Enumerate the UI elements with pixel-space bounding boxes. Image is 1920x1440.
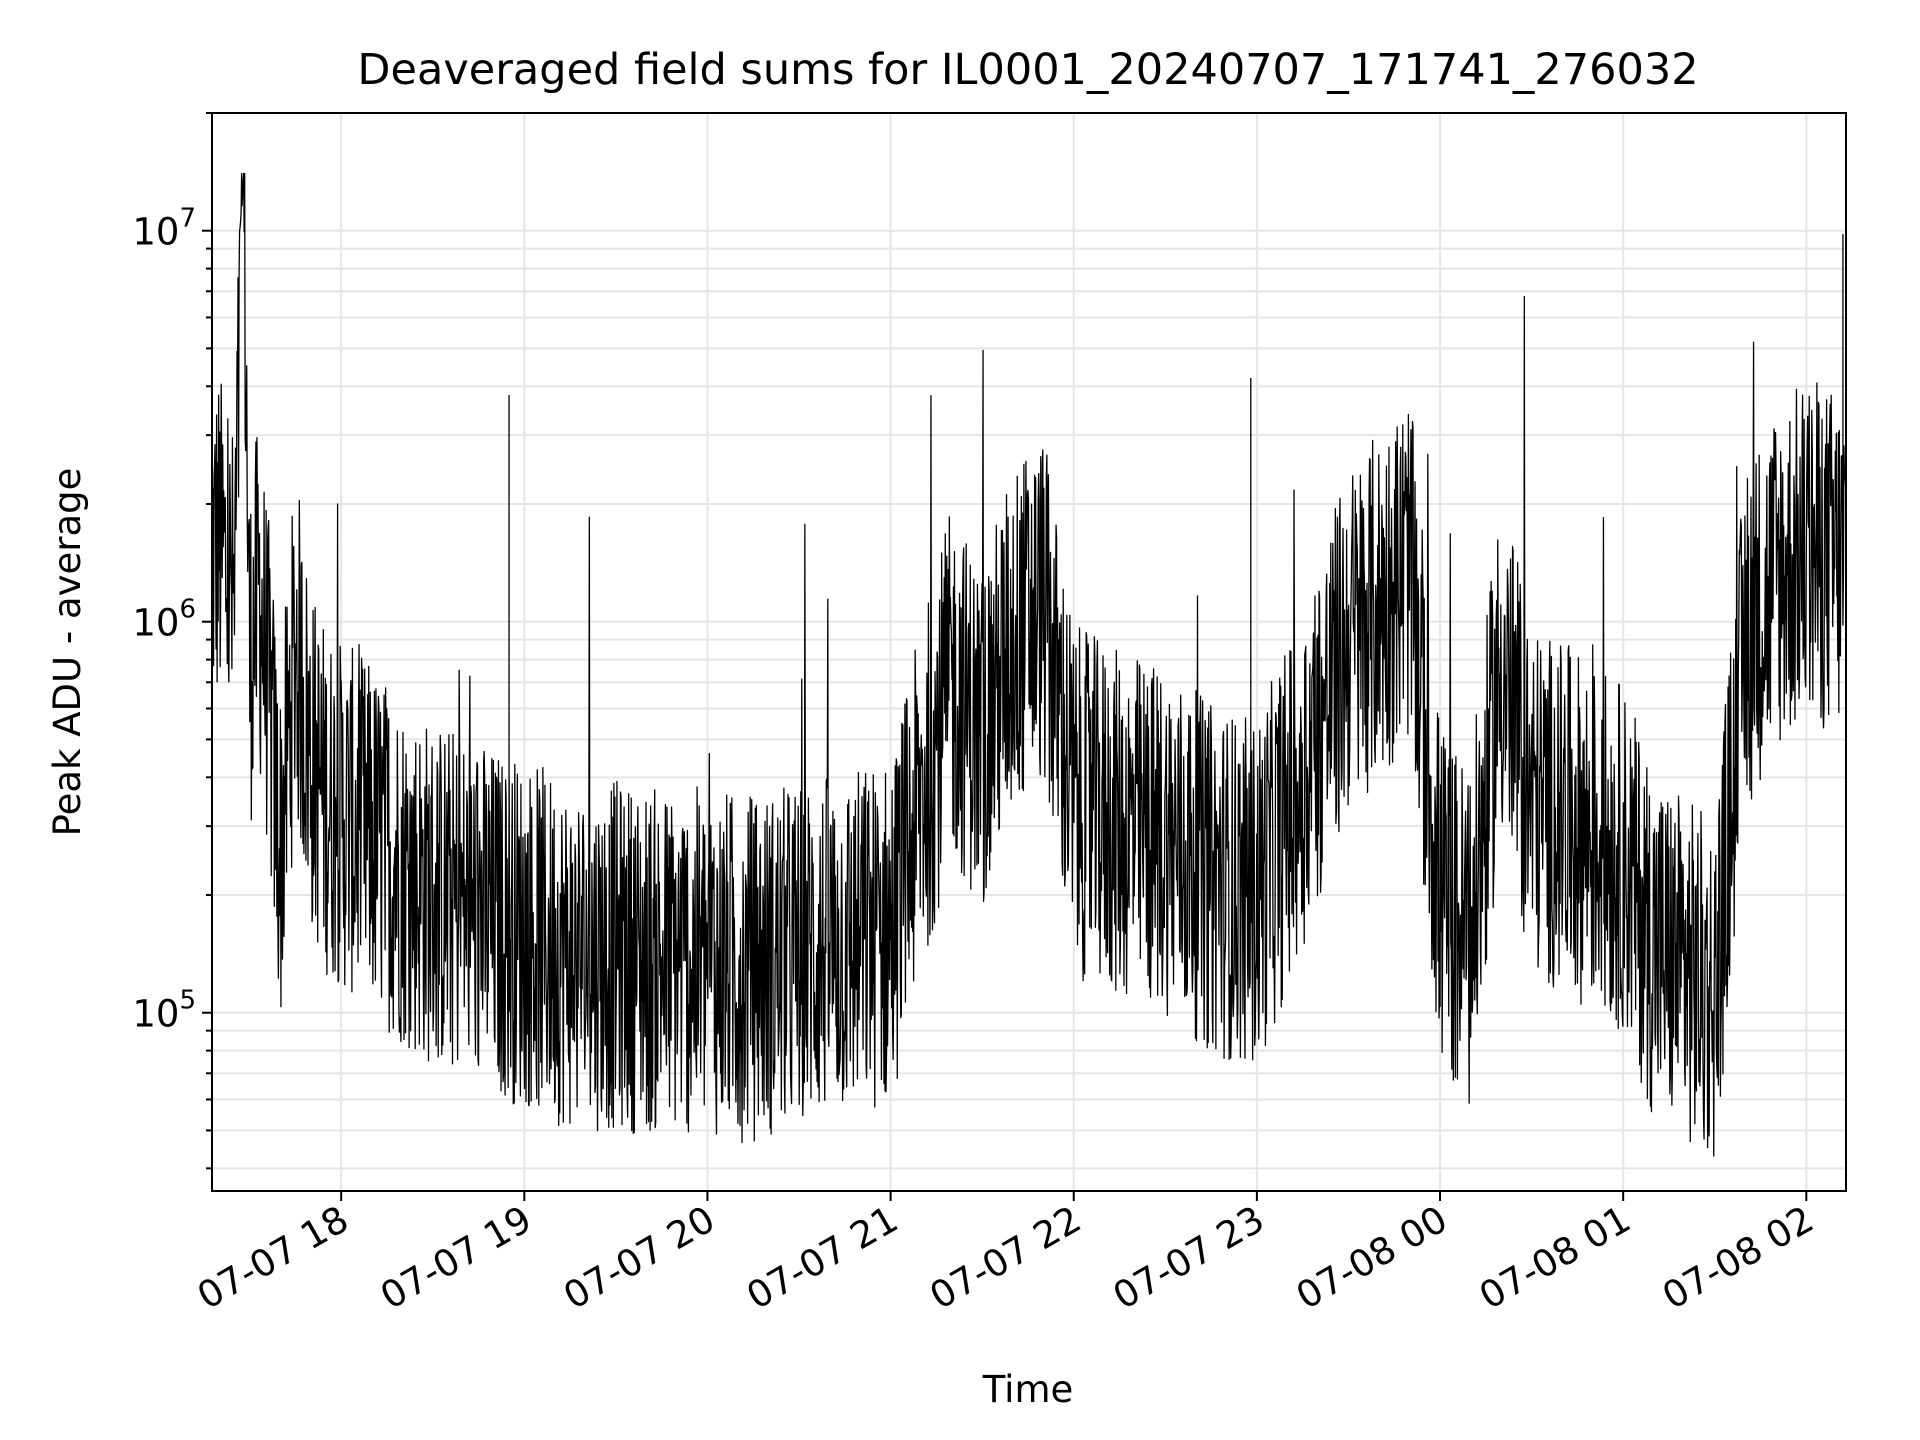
plot-area-frame — [211, 112, 1847, 1192]
series-line — [211, 172, 1847, 1157]
chart-title: Deaveraged field sums for IL0001_2024070… — [357, 45, 1698, 95]
y-tick-label: 105 — [132, 986, 196, 1036]
y-axis-label: Peak ADU - average — [46, 468, 89, 837]
y-tick-label: 106 — [132, 595, 196, 645]
x-axis-label: Time — [982, 1368, 1074, 1411]
series-line-group — [211, 172, 1847, 1157]
y-tick-label: 107 — [132, 204, 196, 254]
